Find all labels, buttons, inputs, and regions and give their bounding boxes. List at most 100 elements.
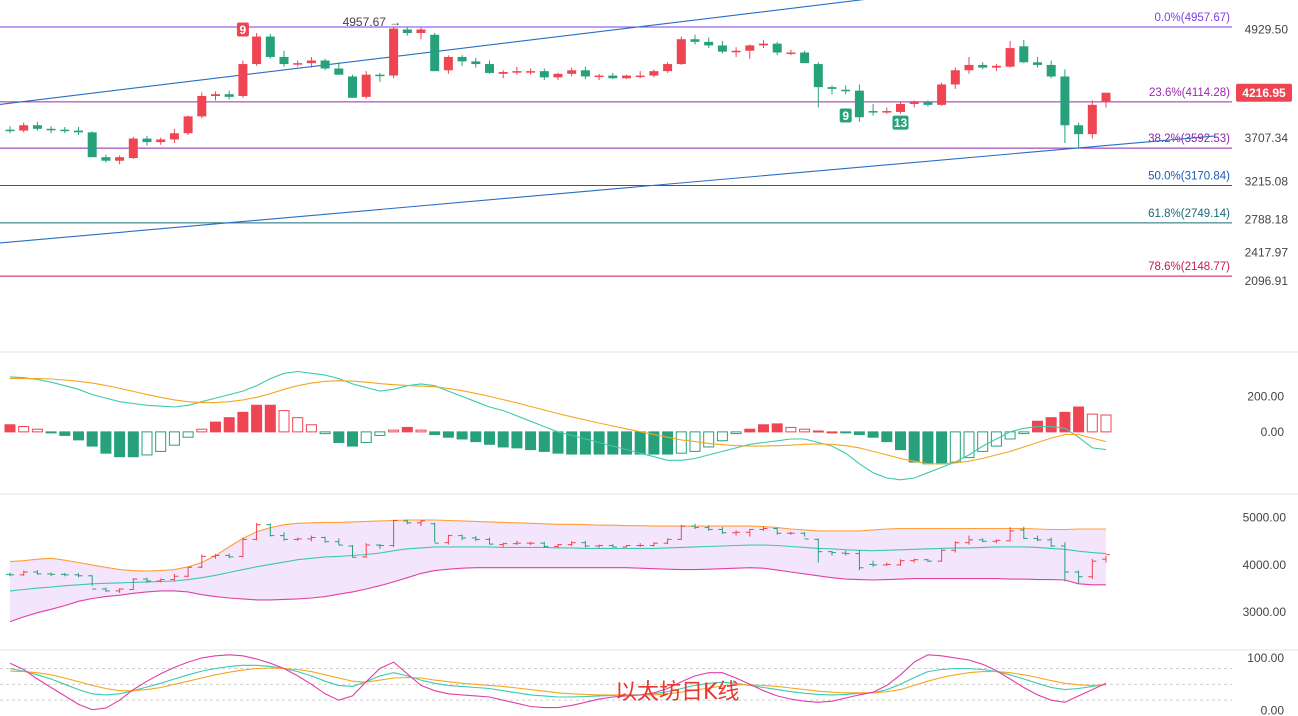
- candle-body: [485, 64, 494, 73]
- macd-histogram-bar: [525, 431, 537, 451]
- macd-histogram-bar: [484, 431, 495, 445]
- macd-histogram-bar: [744, 428, 756, 433]
- kdj-j-line: [9, 654, 1107, 711]
- candle-body: [882, 111, 892, 113]
- macd-histogram-bar: [552, 431, 564, 454]
- candle-body: [896, 103, 905, 112]
- candle-body: [1033, 62, 1042, 65]
- macd-histogram-bar: [922, 431, 934, 465]
- candle-body: [923, 102, 933, 105]
- macd-histogram-bar: [292, 417, 304, 433]
- boll-axis-tick: 5000.00: [1243, 511, 1287, 525]
- macd-histogram-bar: [826, 431, 838, 434]
- macd-histogram-bar: [251, 404, 263, 433]
- candle-body: [594, 75, 604, 78]
- kdj-axis-tick: 0.00: [1261, 704, 1285, 716]
- high-price-annotation: 4957.67 →: [343, 15, 402, 29]
- macd-histogram-bar: [319, 431, 331, 435]
- macd-histogram-bar: [758, 424, 769, 433]
- candle-body: [293, 63, 303, 65]
- candle-body: [512, 71, 522, 73]
- candle-body: [909, 102, 919, 104]
- td-marker-badge: [839, 108, 852, 123]
- candle-body: [279, 56, 289, 65]
- current-price-tag: [1236, 83, 1292, 102]
- macd-histogram-bar: [237, 411, 249, 433]
- macd-histogram-bar: [1045, 417, 1057, 433]
- macd-histogram-bar: [470, 431, 482, 443]
- macd-histogram-bar: [127, 431, 139, 458]
- kdj-axis-tick: 100.00: [1247, 651, 1284, 665]
- candle-body: [197, 95, 207, 117]
- candle-body: [813, 64, 823, 88]
- macd-histogram-bar: [278, 410, 290, 433]
- macd-dea-line: [10, 378, 1107, 465]
- candle-body: [731, 50, 741, 53]
- price-axis-tick: 2096.91: [1245, 274, 1289, 288]
- kdj-k-line: [9, 664, 1107, 698]
- macd-histogram-bar: [456, 431, 468, 440]
- macd-histogram-bar: [634, 431, 646, 455]
- macd-histogram-bar: [196, 428, 208, 433]
- macd-histogram-bar: [210, 421, 221, 433]
- macd-histogram-bar: [223, 417, 235, 433]
- macd-histogram-bar: [771, 423, 783, 433]
- candle-body: [128, 138, 138, 159]
- macd-histogram-bar: [114, 431, 126, 458]
- candle-body: [1101, 92, 1111, 102]
- candle-body: [622, 75, 631, 79]
- fib-level-label: 61.8%(2749.14): [1148, 208, 1230, 220]
- candle-body: [361, 74, 371, 97]
- candle-body: [964, 64, 974, 71]
- candle-body: [690, 39, 700, 42]
- macd-axis-tick: 0.00: [1261, 425, 1285, 439]
- macd-histogram-bar: [264, 404, 276, 433]
- candle-body: [19, 125, 29, 131]
- candle-body: [306, 60, 316, 64]
- candle-body: [498, 72, 508, 74]
- candle-body: [526, 71, 536, 73]
- fib-level-label: 78.6%(2148.77): [1148, 261, 1230, 273]
- candle-body: [1019, 46, 1029, 63]
- candle-body: [265, 36, 275, 57]
- macd-histogram-bar: [415, 429, 427, 433]
- candle-body: [101, 157, 111, 161]
- candle-body: [416, 29, 426, 34]
- watermark-title: 以太坊日K线: [615, 680, 739, 705]
- candle-body: [991, 65, 1001, 68]
- candle-body: [211, 94, 220, 96]
- candle-body: [759, 43, 768, 46]
- candle-body: [169, 133, 179, 140]
- macd-histogram-bar: [155, 431, 167, 452]
- candle-body: [950, 70, 960, 85]
- candle-body: [183, 116, 193, 134]
- candle-body: [74, 130, 83, 133]
- candle-body: [567, 70, 577, 74]
- current-price-label: 4216.95: [1242, 86, 1286, 100]
- macd-histogram-bar: [662, 431, 674, 455]
- candle-body: [553, 73, 563, 78]
- macd-histogram-bar: [1073, 406, 1085, 433]
- candle-body: [635, 75, 645, 78]
- candle-body: [649, 71, 659, 76]
- macd-histogram-bar: [730, 431, 742, 435]
- candle-body: [854, 90, 864, 118]
- candle-body: [375, 74, 385, 77]
- macd-histogram-bar: [908, 431, 920, 463]
- candle-body: [1005, 48, 1015, 67]
- candle-body: [800, 52, 810, 64]
- candle-body: [443, 56, 453, 71]
- candle-body: [1046, 64, 1056, 77]
- macd-histogram-bar: [141, 431, 153, 456]
- macd-histogram-bar: [579, 431, 591, 455]
- candle-body: [430, 34, 440, 72]
- price-axis-tick: 4929.50: [1245, 23, 1289, 37]
- macd-histogram-bar: [305, 424, 317, 433]
- candle-body: [5, 129, 15, 132]
- macd-histogram-bar: [621, 431, 632, 455]
- td-marker-label: 13: [894, 116, 908, 130]
- macd-histogram-bar: [812, 430, 824, 433]
- macd-histogram-bar: [73, 431, 84, 441]
- candle-body: [32, 125, 42, 129]
